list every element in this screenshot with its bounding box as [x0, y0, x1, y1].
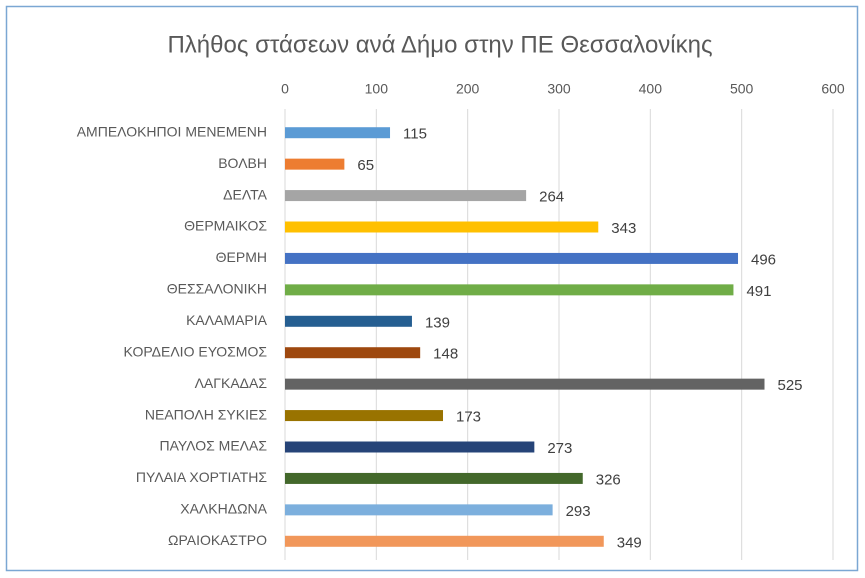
- data-label: 148: [433, 346, 458, 363]
- x-tick-label: 300: [547, 81, 571, 97]
- x-tick-label: 0: [281, 81, 289, 97]
- data-label: 525: [778, 377, 803, 394]
- y-tick-label: ΑΜΠΕΛΟΚΗΠΟΙ ΜΕΝΕΜΕΝΗ: [77, 123, 267, 139]
- data-label: 139: [425, 314, 450, 331]
- y-tick-label: ΧΑΛΚΗΔΩΝΑ: [180, 501, 267, 517]
- y-tick-label: ΚΑΛΑΜΑΡΙΑ: [186, 312, 268, 328]
- bar: [285, 410, 444, 422]
- data-label: 491: [746, 283, 771, 300]
- x-tick-label: 600: [821, 81, 845, 97]
- y-tick-label: ΒΟΛΒΗ: [218, 155, 267, 171]
- x-tick-label: 400: [639, 81, 663, 97]
- data-label: 173: [456, 409, 481, 426]
- y-tick-label: ΘΕΡΜΗ: [216, 249, 267, 265]
- data-label: 343: [611, 220, 636, 237]
- bar: [285, 252, 739, 264]
- y-tick-label: ΘΕΣΣΑΛΟΝΙΚΗ: [167, 281, 267, 297]
- y-tick-label: ΘΕΡΜΑΙΚΟΣ: [184, 218, 267, 234]
- data-label: 496: [751, 251, 776, 268]
- data-label: 293: [566, 503, 591, 520]
- bar: [285, 221, 599, 233]
- data-label: 273: [547, 440, 572, 457]
- y-tick-label: ΠΥΛΑΙΑ ΧΟΡΤΙΑΤΗΣ: [136, 469, 267, 485]
- y-tick-label: ΚΟΡΔΕΛΙΟ ΕΥΟΣΜΟΣ: [124, 343, 268, 359]
- y-tick-label: ΝΕΑΠΟΛΗ ΣΥΚΙΕΣ: [145, 406, 267, 422]
- bar: [285, 284, 734, 296]
- y-tick-label: ΔΕΛΤΑ: [223, 186, 268, 202]
- bar: [285, 190, 527, 202]
- data-label: 264: [539, 189, 564, 206]
- chart-title: Πλήθος στάσεων ανά Δήμο στην ΠΕ Θεσσαλον…: [167, 31, 712, 58]
- bar: [285, 441, 535, 453]
- x-tick-label: 200: [456, 81, 480, 97]
- bar: [285, 378, 765, 390]
- x-tick-label: 100: [365, 81, 389, 97]
- bar: [285, 315, 412, 327]
- bar: [285, 472, 583, 484]
- data-label: 65: [357, 157, 374, 174]
- bar: [285, 158, 345, 170]
- bar: [285, 535, 604, 547]
- bar: [285, 347, 421, 359]
- data-label: 326: [596, 471, 621, 488]
- x-tick-label: 500: [730, 81, 754, 97]
- bar: [285, 127, 391, 139]
- data-label: 115: [403, 126, 427, 143]
- y-tick-label: ΩΡΑΙΟΚΑΣΤΡΟ: [168, 532, 267, 548]
- data-label: 349: [617, 534, 642, 551]
- bar: [285, 504, 553, 516]
- y-tick-label: ΛΑΓΚΑΔΑΣ: [195, 375, 268, 391]
- y-tick-label: ΠΑΥΛΟΣ ΜΕΛΑΣ: [159, 438, 267, 454]
